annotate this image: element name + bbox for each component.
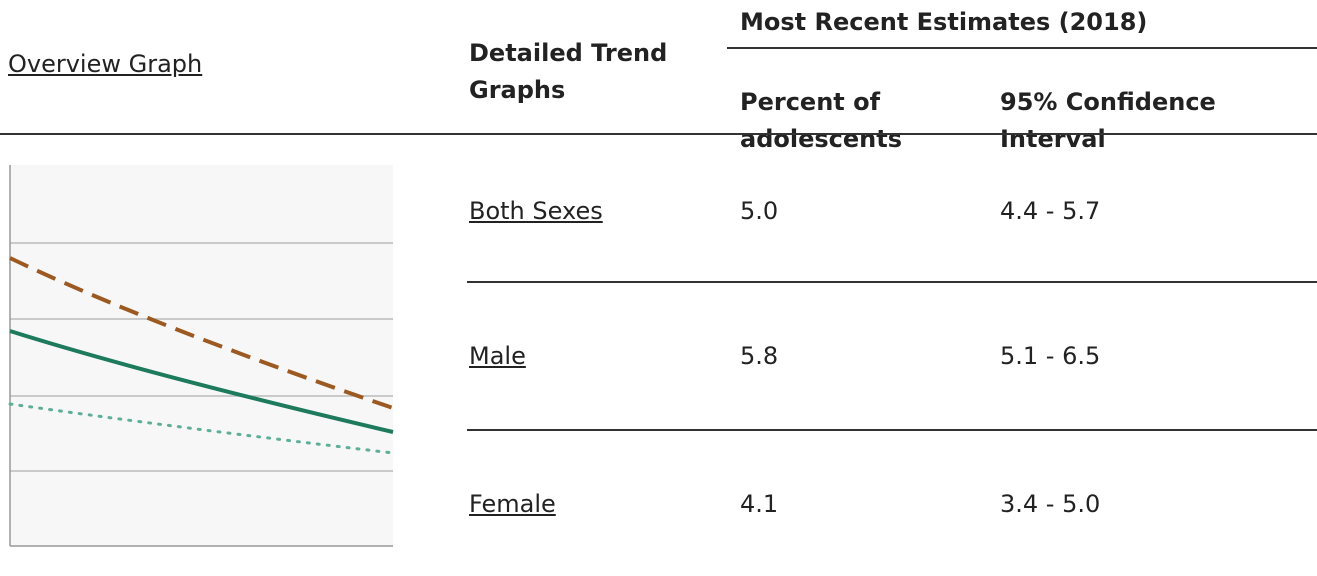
ci-value: 5.1 - 6.5	[1000, 342, 1101, 370]
percent-value: 5.8	[740, 342, 779, 370]
group-header: Most Recent Estimates (2018)	[740, 8, 1148, 36]
group-rule	[727, 47, 1317, 49]
female-line	[9, 256, 394, 410]
male-line	[9, 329, 394, 434]
percent-value: 5.0	[740, 197, 779, 225]
row-rule	[467, 281, 1317, 283]
plot-bg	[10, 165, 393, 546]
trend-link[interactable]: Female	[469, 490, 556, 518]
overview-link[interactable]: Overview Graph	[8, 50, 203, 78]
grid	[10, 242, 393, 472]
row-rule	[467, 429, 1317, 431]
trend-header: Detailed Trend Graphs	[469, 39, 668, 104]
trend-link[interactable]: Male	[469, 342, 526, 370]
percent-header: Percent of adolescents	[740, 88, 902, 153]
percent-value: 4.1	[740, 490, 779, 518]
ci-value: 4.4 - 5.7	[1000, 197, 1101, 225]
ci-header: 95% Confidence Interval	[1000, 88, 1216, 153]
overview-graph[interactable]	[0, 160, 400, 552]
ci-value: 3.4 - 5.0	[1000, 490, 1101, 518]
header-rule	[0, 133, 1317, 135]
both-line	[8, 402, 395, 455]
trend-link[interactable]: Both Sexes	[469, 197, 603, 225]
